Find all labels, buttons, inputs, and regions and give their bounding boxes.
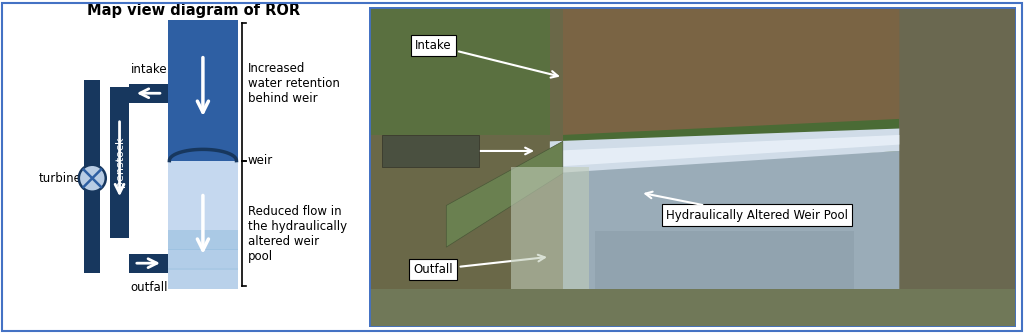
Text: turbine: turbine — [38, 172, 81, 185]
Text: Hydraulically Altered Weir Pool: Hydraulically Altered Weir Pool — [666, 209, 848, 221]
Bar — [168, 249, 239, 270]
Bar — [129, 84, 168, 103]
Bar — [129, 254, 168, 273]
Bar — [382, 135, 478, 167]
Text: penstock: penstock — [115, 137, 125, 187]
Text: outfall: outfall — [131, 281, 168, 294]
Bar — [511, 167, 589, 289]
Bar — [369, 289, 1016, 327]
Bar — [369, 7, 563, 327]
Polygon shape — [550, 129, 899, 173]
Polygon shape — [550, 135, 899, 167]
Text: Outfall: Outfall — [414, 255, 545, 276]
Bar — [168, 268, 239, 289]
Text: Turbine: Turbine — [398, 145, 531, 157]
Text: weir: weir — [248, 154, 273, 167]
Text: intake: intake — [131, 62, 167, 75]
Bar — [595, 231, 854, 295]
Polygon shape — [446, 141, 563, 247]
Bar — [168, 161, 239, 289]
Text: Intake: Intake — [415, 39, 558, 77]
Polygon shape — [563, 7, 899, 135]
Circle shape — [79, 165, 105, 192]
Text: Increased
water retention
behind weir: Increased water retention behind weir — [248, 62, 340, 105]
Bar — [168, 229, 239, 250]
Bar — [369, 7, 550, 135]
Bar — [84, 80, 100, 273]
Text: Reduced flow in
the hydraulically
altered weir
pool: Reduced flow in the hydraulically altere… — [248, 205, 347, 263]
Text: Map view diagram of ROR: Map view diagram of ROR — [87, 3, 300, 18]
Bar — [168, 19, 239, 161]
Bar — [628, 7, 899, 97]
Polygon shape — [550, 151, 899, 295]
Bar — [899, 7, 1016, 327]
Bar — [110, 87, 129, 237]
